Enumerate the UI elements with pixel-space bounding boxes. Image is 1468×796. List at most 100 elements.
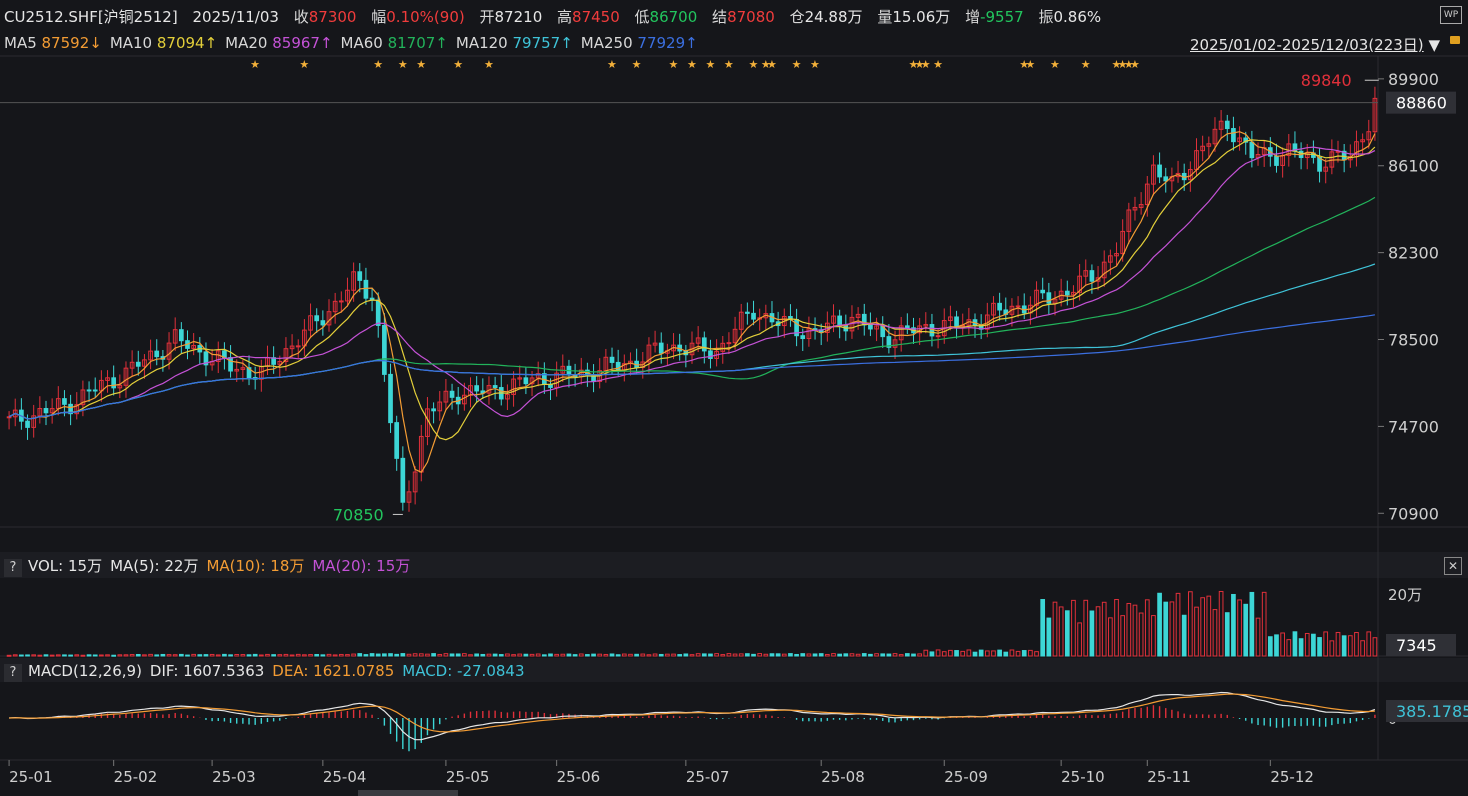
candle	[283, 348, 289, 362]
volume-bar	[701, 653, 707, 657]
date-label: 2025/11/03	[192, 8, 279, 26]
candle	[191, 345, 196, 349]
macd-legend-item-1: DIF: 1607.5363	[149, 662, 265, 680]
candle	[148, 350, 153, 361]
volume-bar	[1003, 651, 1009, 657]
volume-bar	[1101, 601, 1107, 657]
vol-value: 15.06万	[892, 8, 951, 26]
volume-bar	[363, 654, 369, 657]
volume-bar	[480, 653, 486, 657]
volume-bar	[652, 653, 658, 657]
vol-legend-item-2: MA(10): 18万	[206, 557, 305, 575]
volume-bar	[258, 654, 264, 657]
volume-bar	[794, 653, 799, 657]
candle	[904, 325, 910, 329]
candle	[37, 408, 43, 417]
volume-bar	[708, 653, 713, 657]
open-value: 87210	[494, 8, 543, 26]
star-marker: ★	[484, 58, 494, 71]
volume-bar	[578, 653, 584, 657]
volume-bar	[191, 653, 196, 657]
volume-bar	[246, 654, 252, 657]
oi-label: 仓	[789, 8, 805, 26]
candle	[948, 316, 953, 322]
star-marker: ★	[1025, 58, 1035, 71]
candle	[295, 345, 301, 348]
candle	[1249, 141, 1255, 159]
help-icon[interactable]: ?	[4, 559, 22, 577]
dropdown-icon[interactable]: ▼	[1428, 36, 1440, 54]
volume-bar	[628, 653, 633, 657]
macd-value-box	[1386, 700, 1468, 722]
volume-bar	[991, 650, 996, 657]
ma-value: 85967↑	[272, 34, 333, 52]
candle	[246, 367, 252, 379]
volume-bar	[277, 654, 283, 657]
vol-legend-item-1: MA(5): 22万	[110, 557, 199, 575]
volume-bar	[12, 654, 18, 657]
volume-bar	[320, 654, 326, 657]
candle	[203, 351, 209, 366]
macd-current-label: 385.1785	[1396, 702, 1468, 721]
ma-value: 87094↑	[156, 34, 218, 52]
volume-bar	[1071, 599, 1076, 657]
volume-bar	[406, 653, 412, 657]
y-tick-label: 70900	[1388, 504, 1439, 523]
macd-legend-item-0: MACD(12,26,9)	[28, 662, 142, 680]
candle	[240, 367, 246, 370]
star-marker: ★	[1124, 58, 1134, 71]
logo-icon[interactable]: WP	[1440, 6, 1462, 24]
volume-bar	[1329, 640, 1335, 657]
date-range-label[interactable]: 2025/01/02-2025/12/03(223日)	[1190, 36, 1424, 54]
volume-bar	[400, 653, 406, 657]
volume-bar	[1347, 635, 1353, 657]
volume-bar	[591, 653, 596, 657]
volume-bar	[1028, 649, 1033, 657]
close-icon[interactable]: ✕	[1444, 557, 1462, 575]
x-tick-label: 25-04	[323, 768, 367, 786]
volume-bar	[1144, 599, 1150, 657]
change-label: 幅	[371, 8, 387, 26]
ma-value: 81707↑	[387, 34, 448, 52]
volume-bar	[1335, 631, 1341, 657]
candle	[68, 403, 73, 415]
volume-bar	[1372, 637, 1378, 657]
date-range[interactable]: 2025/01/02-2025/12/03(223日) ▼	[1190, 34, 1440, 55]
candle	[1052, 298, 1058, 304]
volume-bar	[1188, 591, 1193, 657]
symbol-label[interactable]: CU2512.SHF[沪铜2512]	[4, 8, 178, 26]
high-label: 高	[557, 8, 573, 26]
volume-bar	[1354, 632, 1359, 657]
volume-bar	[486, 653, 492, 657]
x-tick-label: 25-05	[446, 768, 490, 786]
star-marker: ★	[1130, 58, 1140, 71]
candle	[1224, 120, 1230, 130]
candle	[1323, 166, 1329, 172]
candle	[523, 377, 529, 385]
help-icon[interactable]: ?	[4, 664, 22, 682]
volume-bar	[683, 653, 689, 657]
candle	[726, 342, 732, 345]
candle	[991, 302, 996, 316]
vol-value-box	[1386, 634, 1456, 656]
candle	[314, 315, 320, 322]
volume-bar	[1274, 634, 1279, 657]
lock-icon[interactable]	[1450, 36, 1460, 44]
volume-bar	[511, 654, 516, 657]
volume-bar	[966, 649, 972, 657]
volume-bar	[369, 653, 375, 657]
star-marker: ★	[1081, 58, 1091, 71]
volume-bar	[837, 653, 843, 657]
x-tick-label: 25-10	[1061, 768, 1105, 786]
volume-bar	[431, 653, 436, 657]
volume-bar	[1064, 610, 1070, 657]
volume-bar	[997, 649, 1002, 657]
candle	[1231, 128, 1236, 143]
low-label: 低	[634, 8, 650, 26]
oi-change-value: -9557	[980, 8, 1024, 26]
volume-bar	[394, 653, 400, 657]
volume-bar	[412, 653, 418, 657]
volume-bar	[1181, 614, 1187, 657]
volume-bar	[19, 654, 24, 657]
